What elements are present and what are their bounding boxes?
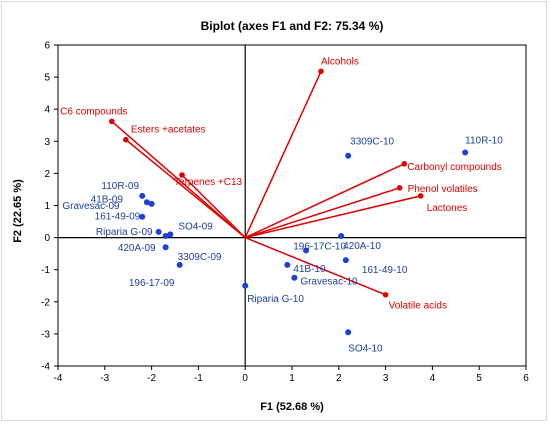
observation-point: [342, 257, 349, 264]
observation-point: [139, 213, 146, 220]
variable-label: Terpenes +C13: [174, 177, 243, 188]
x-tick-label: -1: [194, 373, 203, 384]
variable-vector: [181, 174, 246, 239]
observation-point: [303, 247, 310, 254]
variable-point: [401, 160, 408, 167]
variable-vector: [125, 139, 246, 239]
x-tick-label: -2: [147, 373, 156, 384]
observation-label: 3309C-09: [178, 252, 222, 263]
variable-point: [396, 185, 403, 191]
observation-label: 110R-09: [101, 181, 139, 192]
variable-point: [318, 68, 324, 75]
variable-vector: [244, 187, 400, 239]
observation-point: [162, 232, 169, 239]
variable-label: Carbonyl compounds: [407, 162, 502, 173]
x-tick-label: 3: [383, 373, 389, 384]
chart-title: Biplot (axes F1 and F2: 75.34 %): [201, 19, 384, 33]
observation-point: [139, 192, 146, 199]
y-tick-label: 6: [44, 41, 50, 52]
observation-point: [284, 261, 291, 268]
observation-point: [345, 152, 352, 159]
observation-point: [462, 149, 469, 156]
observation-label: Riparia G-10: [247, 294, 304, 305]
plot-area: -4 -3 -2 -1 0 1 2 3 4 5 6 -4 -3 -2 -1 0 1 2 3 4 5 6 Alcohols C6…: [41, 41, 529, 385]
y-tick-label: -3: [41, 329, 50, 340]
y-axis-title: F2 (22.65 %): [12, 179, 24, 243]
variable-label: Alcohols: [321, 56, 359, 67]
variable-point: [179, 172, 185, 178]
x-tick-label: -4: [54, 373, 63, 384]
y-tick-label: 4: [44, 105, 50, 116]
observation-label: SO4-09: [178, 221, 213, 232]
y-tick-label: 0: [44, 233, 50, 244]
observation-label: Gravesac-10: [300, 277, 358, 288]
observation-point: [176, 261, 183, 268]
observation-point: [167, 231, 174, 238]
variable-label: Lactones: [427, 203, 468, 214]
variable-point: [382, 291, 389, 298]
x-tick-label: 6: [523, 373, 529, 384]
x-tick-label: 1: [289, 373, 295, 384]
observation-label: 196-17C-10: [293, 241, 346, 252]
y-tick-label: -1: [41, 265, 50, 276]
observation-label: 161-49-10: [362, 265, 408, 276]
observation-label: Gravesac-09: [62, 201, 120, 212]
variable-label: C6 compounds: [60, 106, 127, 117]
y-tick-label: -4: [41, 362, 50, 373]
observation-label: 41B-09: [91, 194, 124, 205]
observation-label: 420A-10: [343, 241, 381, 252]
x-tick-label: 4: [430, 373, 436, 384]
y-tick-label: 5: [44, 73, 50, 84]
observation-label: 3309C-10: [350, 137, 394, 148]
y-tick-label: 3: [44, 137, 50, 148]
variable-label: Volatile acids: [389, 301, 447, 312]
observation-label: SO4-10: [348, 343, 383, 354]
observation-point: [162, 244, 169, 251]
x-axis-title: F1 (52.68 %): [260, 401, 324, 413]
observation-label: 420A-09: [118, 243, 156, 254]
x-tick-label: 0: [242, 373, 248, 384]
variable-vector: [244, 163, 405, 239]
variable-point: [109, 118, 115, 125]
observation-point: [338, 232, 345, 239]
variable-vector: [244, 71, 322, 238]
x-tick-label: 5: [476, 373, 482, 384]
x-tick-label: 2: [336, 373, 342, 384]
observation-label: 196-17-09: [129, 278, 175, 289]
x-tick-label: -3: [100, 373, 109, 384]
observation-point: [242, 282, 249, 289]
y-tick-label: 2: [44, 169, 50, 180]
variable-label: Phenol volatiles: [408, 184, 478, 195]
observation-label: Riparia G-09: [96, 227, 153, 238]
observation-label: 161-49-09: [95, 212, 141, 223]
variable-vector: [245, 195, 421, 239]
observation-point: [155, 228, 162, 235]
y-tick-label: 1: [44, 201, 50, 212]
y-tick-label: -2: [41, 297, 50, 308]
observation-point: [345, 329, 352, 336]
variable-label: Esters +acetates: [131, 125, 206, 136]
variable-point: [417, 193, 424, 199]
observation-label: 41B-10: [293, 264, 326, 275]
variable-point: [123, 136, 129, 143]
observation-point: [148, 200, 155, 207]
variable-vector: [111, 120, 246, 239]
observation-point: [291, 274, 298, 281]
variable-vector: [244, 236, 386, 296]
observation-label: 110R-10: [465, 136, 503, 147]
observation-point: [143, 199, 150, 206]
